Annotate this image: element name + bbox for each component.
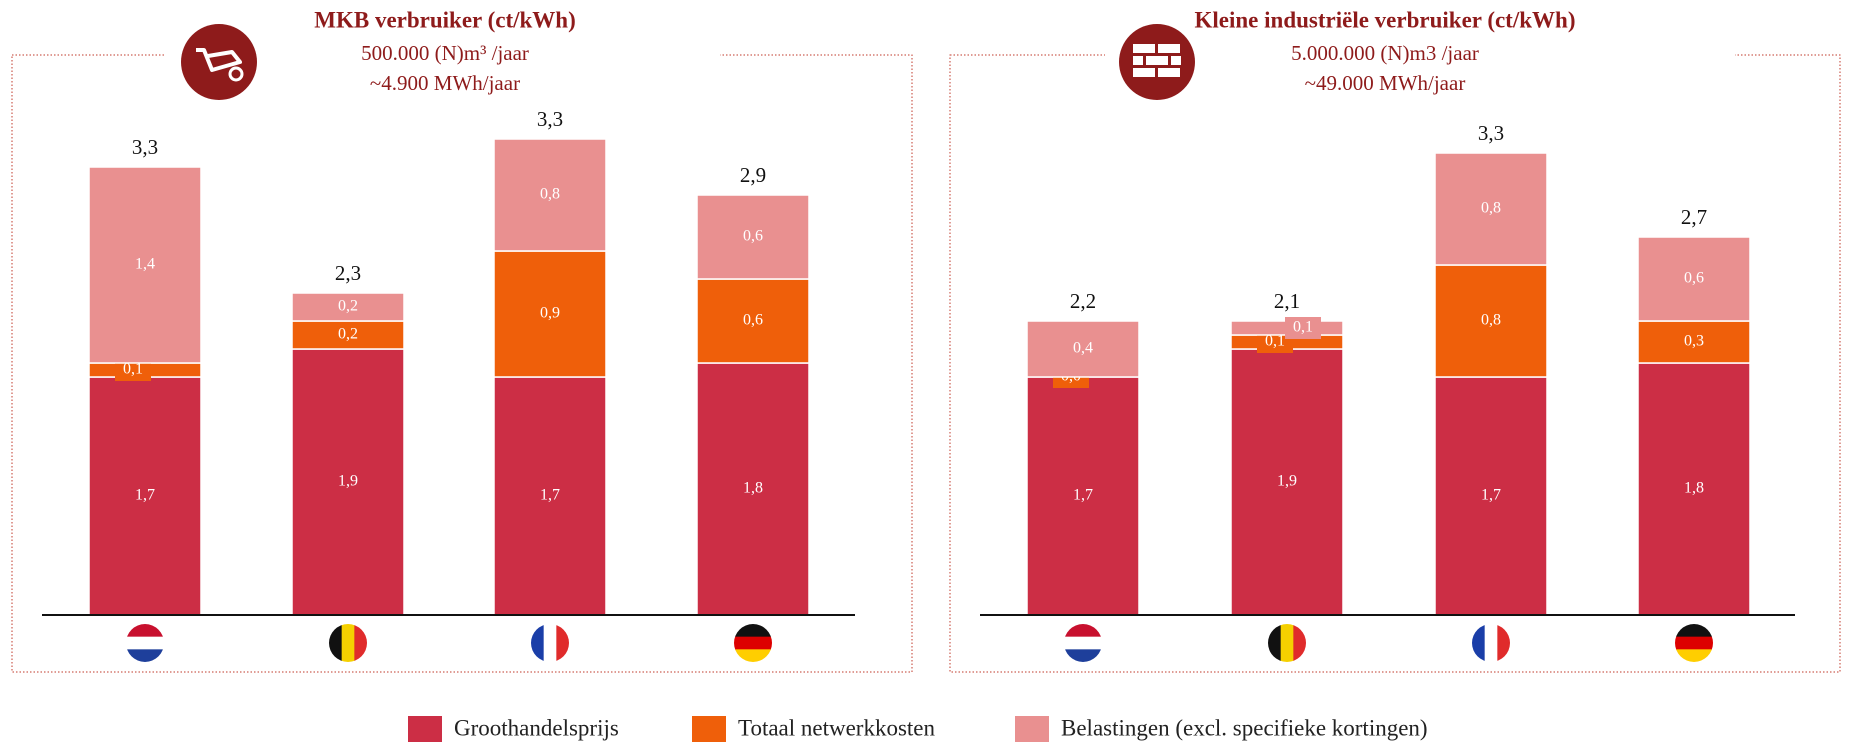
total-label: 3,3 xyxy=(132,135,158,159)
flag-stripe xyxy=(341,624,355,662)
bar-segment xyxy=(1434,152,1548,266)
segment-label: 0,2 xyxy=(338,326,358,343)
legend-swatch xyxy=(408,716,442,742)
flag-stripe xyxy=(126,649,164,662)
bar-segment xyxy=(493,138,607,252)
label-box xyxy=(1285,317,1321,339)
chart-title: MKB verbruiker (ct/kWh) xyxy=(314,7,576,32)
total-label: 2,3 xyxy=(335,261,361,285)
legend-swatch xyxy=(692,716,726,742)
bar-segment xyxy=(1230,348,1344,616)
flag-stripe xyxy=(126,636,164,650)
segment-label: 0,8 xyxy=(1481,200,1501,217)
chart-subtitle: ~4.900 MWh/jaar xyxy=(370,71,520,95)
flag-stripe xyxy=(1293,624,1306,662)
segment-label: 1,7 xyxy=(135,487,155,504)
bar-segment xyxy=(291,292,405,322)
bar-segment xyxy=(696,194,810,280)
segment-label: 0,1 xyxy=(1265,333,1285,350)
flag-stripe xyxy=(1675,649,1713,662)
total-label: 3,3 xyxy=(537,107,563,131)
flag-stripe xyxy=(556,624,569,662)
segment-label: 0,1 xyxy=(123,361,143,378)
bar-segment xyxy=(88,166,202,364)
bar-segment xyxy=(1434,376,1548,616)
segment-label: 0,9 xyxy=(540,305,560,322)
segment-label: 1,7 xyxy=(1481,487,1501,504)
flag-stripe xyxy=(329,624,343,662)
flag-stripe xyxy=(734,624,772,638)
flag-stripe xyxy=(734,636,772,650)
segment-label: 1,7 xyxy=(1073,487,1093,504)
segment-label: 0,3 xyxy=(1684,333,1704,350)
bar-segment xyxy=(1637,362,1751,616)
legend-label: Totaal netwerkkosten xyxy=(738,715,936,740)
total-label: 3,3 xyxy=(1478,121,1504,145)
segment-label: 0,8 xyxy=(1481,312,1501,329)
total-label: 2,1 xyxy=(1274,289,1300,313)
bar-segment xyxy=(696,362,810,616)
flag-stripe xyxy=(531,624,545,662)
segment-label: 1,9 xyxy=(1277,473,1297,490)
frame-gap xyxy=(1105,40,1735,80)
segment-label: 1,8 xyxy=(743,480,763,497)
flag-stripe xyxy=(1497,624,1510,662)
segment-label: 1,7 xyxy=(540,487,560,504)
total-label: 2,2 xyxy=(1070,289,1096,313)
legend-label: Belastingen (excl. specifieke kortingen) xyxy=(1061,715,1428,740)
bar-segment xyxy=(493,376,607,616)
bar-segment xyxy=(1026,320,1140,378)
segment-label: 0,6 xyxy=(743,312,763,329)
segment-label: 1,4 xyxy=(135,256,155,273)
icon-bricks xyxy=(1119,24,1195,100)
segment-label: 0,6 xyxy=(743,228,763,245)
bar-segment xyxy=(1026,376,1140,616)
chart-subtitle: ~49.000 MWh/jaar xyxy=(1305,71,1466,95)
label-box xyxy=(1257,331,1293,353)
segment-label: 0,2 xyxy=(338,298,358,315)
flag-stripe xyxy=(1064,649,1102,662)
segment-label: 0,1 xyxy=(1293,319,1313,336)
flag-stripe xyxy=(1675,636,1713,650)
flag-stripe xyxy=(1280,624,1294,662)
chart-title: Kleine industriële verbruiker (ct/kWh) xyxy=(1195,7,1576,32)
chart-subtitle: 5.000.000 (N)m3 /jaar xyxy=(1291,41,1479,65)
flag-stripe xyxy=(734,649,772,662)
segment-label: 1,9 xyxy=(338,473,358,490)
flag-stripe xyxy=(354,624,367,662)
bar-segment xyxy=(88,376,202,616)
flag-stripe xyxy=(1268,624,1282,662)
bar-segment xyxy=(696,278,810,364)
flag-stripe xyxy=(1675,624,1713,638)
flag-stripe xyxy=(126,624,164,638)
chart-subtitle: 500.000 (N)m³ /jaar xyxy=(361,41,529,65)
segment-label: 1,8 xyxy=(1684,480,1704,497)
bar-segment xyxy=(291,348,405,616)
bar-segment xyxy=(1637,320,1751,364)
total-label: 2,9 xyxy=(740,163,766,187)
legend-swatch xyxy=(1015,716,1049,742)
bar-segment xyxy=(1637,236,1751,322)
flag-stripe xyxy=(1064,624,1102,638)
total-label: 2,7 xyxy=(1681,205,1707,229)
icon-wheelbarrow xyxy=(181,24,257,100)
bar-segment xyxy=(1434,264,1548,378)
segment-label: 0,8 xyxy=(540,186,560,203)
legend-label: Groothandelsprijs xyxy=(454,715,619,740)
label-box xyxy=(115,359,151,381)
segment-label: 0,6 xyxy=(1684,270,1704,287)
panel-frame xyxy=(11,54,913,673)
flag-stripe xyxy=(1472,624,1486,662)
flag-stripe xyxy=(543,624,557,662)
bar-segment xyxy=(291,320,405,350)
frame-gap xyxy=(165,40,720,80)
segment-label: 0,4 xyxy=(1073,340,1093,357)
flag-stripe xyxy=(1484,624,1498,662)
flag-stripe xyxy=(1064,636,1102,650)
